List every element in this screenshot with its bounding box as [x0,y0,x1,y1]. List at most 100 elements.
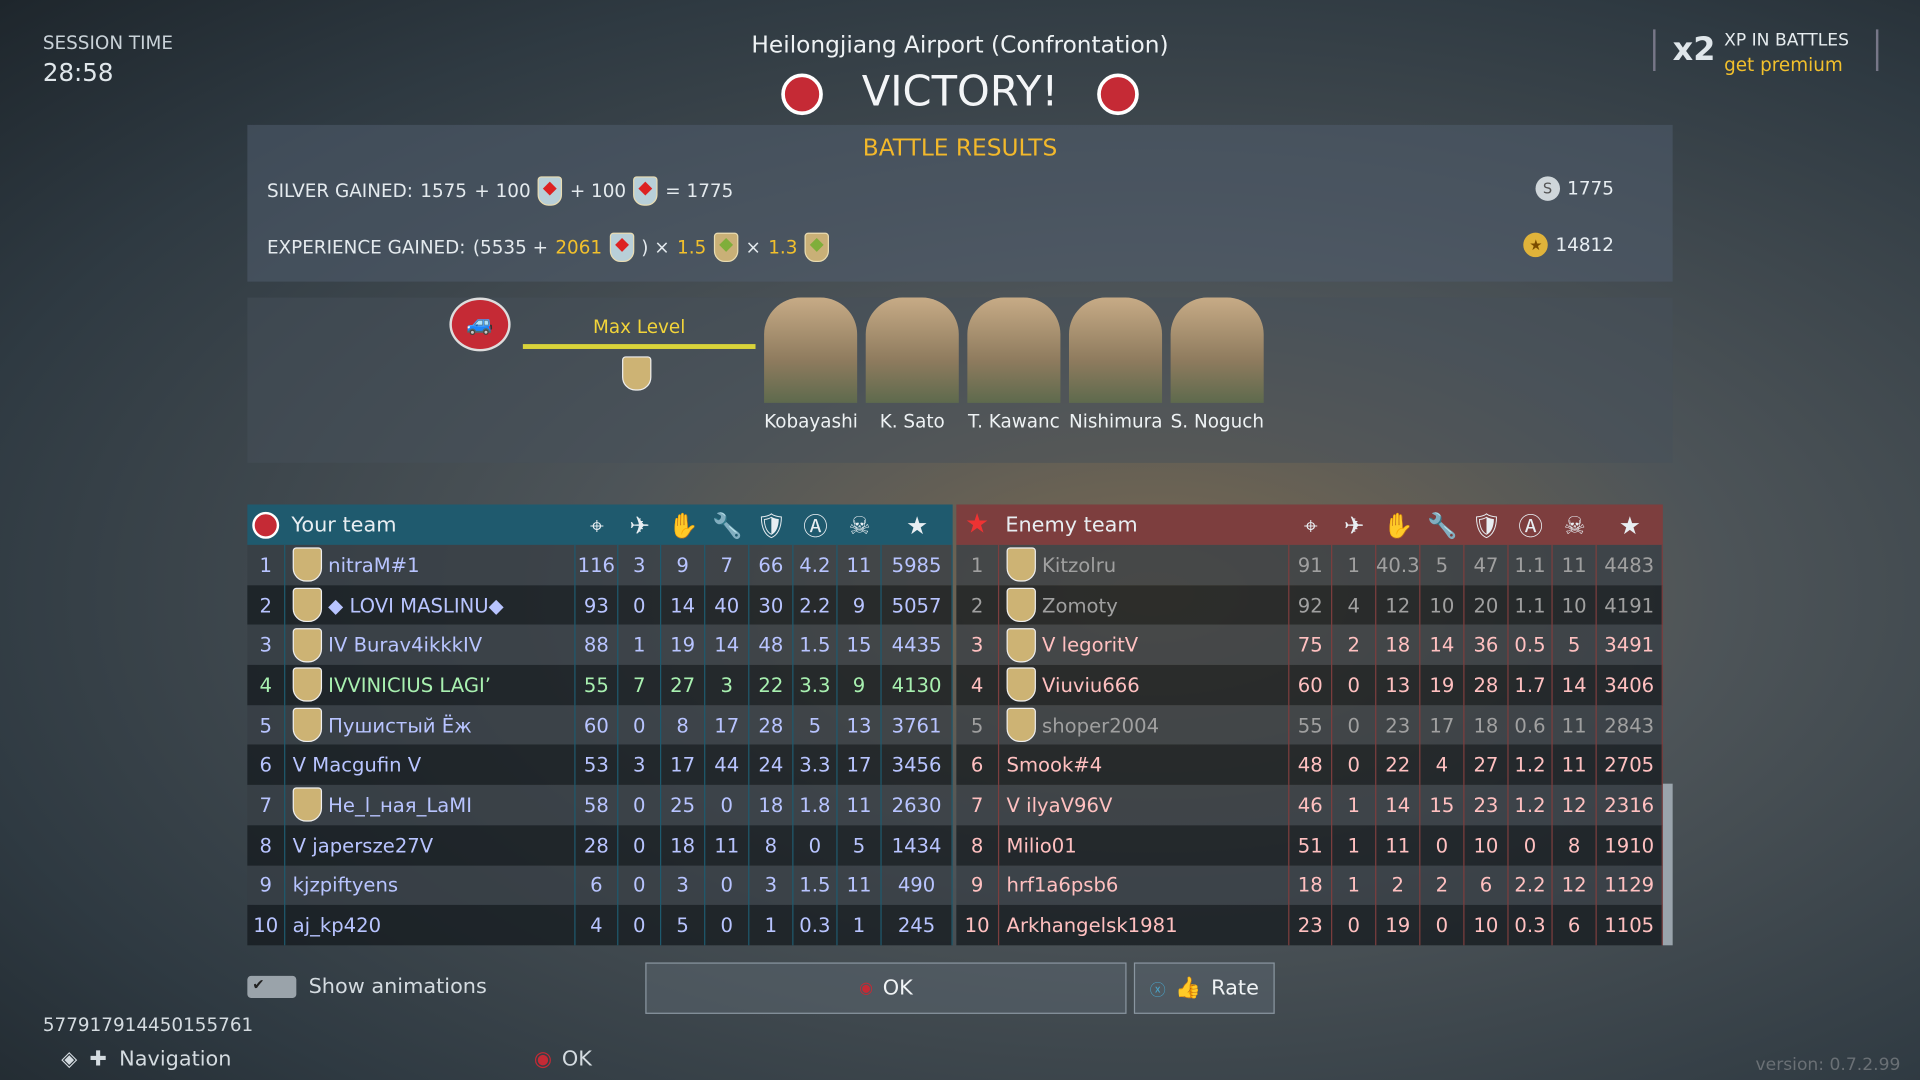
player-cell[interactable]: He_l_ная_LaMI [284,785,576,826]
player-cell[interactable]: shoper2004 [997,705,1290,746]
stat-cell: 4 [1332,584,1377,625]
squad-bonus-icon [609,232,634,263]
table-row[interactable]: 4 IVVINICIUS LAGI’ 55 7 27 3 22 3.3 9 4130 [247,664,953,706]
stat-cell: 25 [661,785,706,826]
x-button-icon: ⓧ [1149,981,1166,1000]
table-row[interactable]: 2 ◆ LOVI MASLINU◆ 93 0 14 40 30 2.2 9 5057 [247,584,953,625]
version-label: version: 0.7.2.99 [1755,1055,1901,1076]
player-cell[interactable]: V ilyaV96V [997,785,1290,826]
stat-cell: 23 [1289,905,1333,946]
player-cell[interactable]: IVVINICIUS LAGI’ [284,664,576,706]
stat-cell: 88 [576,624,619,665]
rate-button[interactable]: ⓧ 👍 Rate [1133,962,1275,1014]
stat-cell: 0 [1332,745,1377,786]
table-row[interactable]: 6 Smook#4 48 0 22 4 27 1.2 11 2705 [956,745,1663,786]
stat-cell: 10 [1465,825,1509,866]
stat-cell: 11 [838,544,882,585]
table-row[interactable]: 2 Zomoty 92 4 12 10 20 1.1 10 4191 [956,584,1663,625]
player-cell[interactable]: V Macgufin V [284,745,576,786]
crew-member[interactable]: S. Noguch [1170,297,1264,432]
ok-button[interactable]: ◉ OK [645,962,1127,1014]
stat-cell: 1105 [1597,905,1663,946]
table-row[interactable]: 9 hrf1a6psb6 18 1 2 2 6 2.2 12 1129 [956,865,1663,906]
stat-cell: 7 [705,544,750,585]
table-row[interactable]: 3 IV Burav4ikkkIV 88 1 19 14 48 1.5 15 4435 [247,624,953,665]
exp-mult-1: 1.5 [677,236,707,259]
player-cell[interactable]: kjzpiftyens [284,865,576,906]
scrollbar[interactable] [1662,783,1673,946]
player-cell[interactable]: Milio01 [997,825,1290,866]
stat-cell: 13 [838,705,882,746]
navigation-label: Navigation [119,1046,232,1072]
table-row[interactable]: 6 V Macgufin V 53 3 17 44 24 3.3 17 3456 [247,745,953,786]
stat-cell: 0 [618,905,662,946]
table-row[interactable]: 9 kjzpiftyens 6 0 3 0 3 1.5 11 490 [247,865,953,906]
player-rank-icon [292,667,323,703]
stat-cell: 11 [1553,544,1597,585]
player-cell[interactable]: IV Burav4ikkkIV [284,624,576,665]
table-row[interactable]: 5 shoper2004 55 0 23 17 18 0.6 11 2843 [956,705,1663,746]
hand-icon: ✋ [1383,510,1414,540]
b-button-icon: ◉ [859,978,873,998]
row-number: 7 [259,793,272,817]
stat-cell: 12 [1553,785,1597,826]
row-number: 9 [970,873,984,897]
stat-cell: 12 [1553,865,1597,906]
table-row[interactable]: 3 V legoritV 75 2 18 14 36 0.5 5 3491 [956,624,1663,665]
stat-cell: 46 [1289,785,1333,826]
player-cell[interactable]: Arkhangelsk1981 [997,905,1290,946]
player-cell[interactable]: Viuviu666 [997,664,1290,706]
table-row[interactable]: 1 Kitzolru 91 1 40.3 5 47 1.1 11 4483 [956,544,1663,585]
show-animations-toggle[interactable]: ✔ Show animations [247,975,487,999]
checkbox-icon[interactable]: ✔ [247,975,297,998]
crew-member[interactable]: Nishimura [1068,297,1163,432]
player-cell[interactable]: Zomoty [997,584,1290,625]
table-row[interactable]: 10 Arkhangelsk1981 23 0 19 0 10 0.3 6 1105 [956,905,1663,946]
table-row[interactable]: 8 Milio01 51 1 11 0 10 0 8 1910 [956,825,1663,866]
player-cell[interactable]: nitraM#1 [284,544,576,585]
rank-badge-icon [713,232,739,263]
table-row[interactable]: 7 V ilyaV96V 46 1 14 15 23 1.2 12 2316 [956,785,1663,826]
table-row[interactable]: 1 nitraM#1 116 3 9 7 66 4.2 11 5985 [247,544,953,585]
player-name: nitraM#1 [328,553,420,577]
table-row[interactable]: 8 V japersze27V 28 0 18 11 8 0 5 1434 [247,825,953,866]
stat-cell: 2 [1376,865,1421,906]
player-cell[interactable]: ◆ LOVI MASLINU◆ [284,584,576,625]
dpad-icon: ✚ [89,1046,107,1072]
stat-cell: 14 [1420,624,1465,665]
table-row[interactable]: 4 Viuviu666 60 0 13 19 28 1.7 14 3406 [956,664,1663,706]
show-animations-label: Show animations [308,974,487,1000]
session-time-value: 28:58 [42,57,114,87]
crew-member[interactable]: Kobayashi [764,297,858,432]
row-number: 5 [970,713,984,737]
xp-premium-promo[interactable]: x2 XP IN BATTLES get premium [1653,29,1879,76]
player-cell[interactable]: Smook#4 [997,745,1290,786]
stat-cell: 10 [1465,905,1509,946]
your-team-table: Your team ⌖ ✈ ✋ 🔧 🛡 Ⓐ ☠ ★ 1 nitraM#1 116 3 9 7 66 4.2 1… [247,504,953,946]
player-cell[interactable]: V legoritV [997,624,1290,665]
row-number: 2 [259,593,272,617]
table-row[interactable]: 5 Пушистый Ёж 60 0 8 17 28 5 13 3761 [247,705,953,746]
stat-cell: 48 [749,624,794,665]
stat-cell: 3 [618,745,662,786]
stat-cell: 6 [576,865,619,906]
map-title: Heilongjiang Airport (Confrontation) [751,31,1169,59]
xp-star-icon: ★ [1523,232,1549,258]
player-cell[interactable]: V japersze27V [284,825,576,866]
table-row[interactable]: 7 He_l_ная_LaMI 58 0 25 0 18 1.8 11 2630 [247,785,953,826]
stat-cell: 92 [1289,584,1333,625]
stat-cell: 22 [749,664,794,706]
player-cell[interactable]: aj_kp420 [284,905,576,946]
stat-cell: 5985 [882,544,953,585]
stat-cell: 2843 [1597,705,1663,746]
player-cell[interactable]: hrf1a6psb6 [997,865,1290,906]
player-cell[interactable]: Kitzolru [997,544,1290,585]
crew-member[interactable]: T. Kawanc [967,297,1061,432]
player-cell[interactable]: Пушистый Ёж [284,705,576,746]
star-icon: ★ [906,510,929,540]
crew-member[interactable]: K. Sato [865,297,959,432]
player-name: IVVINICIUS LAGI’ [328,673,492,697]
table-row[interactable]: 10 aj_kp420 4 0 5 0 1 0.3 1 245 [247,905,953,946]
stat-cell: 24 [749,745,794,786]
get-premium-link[interactable]: get premium [1724,53,1843,76]
